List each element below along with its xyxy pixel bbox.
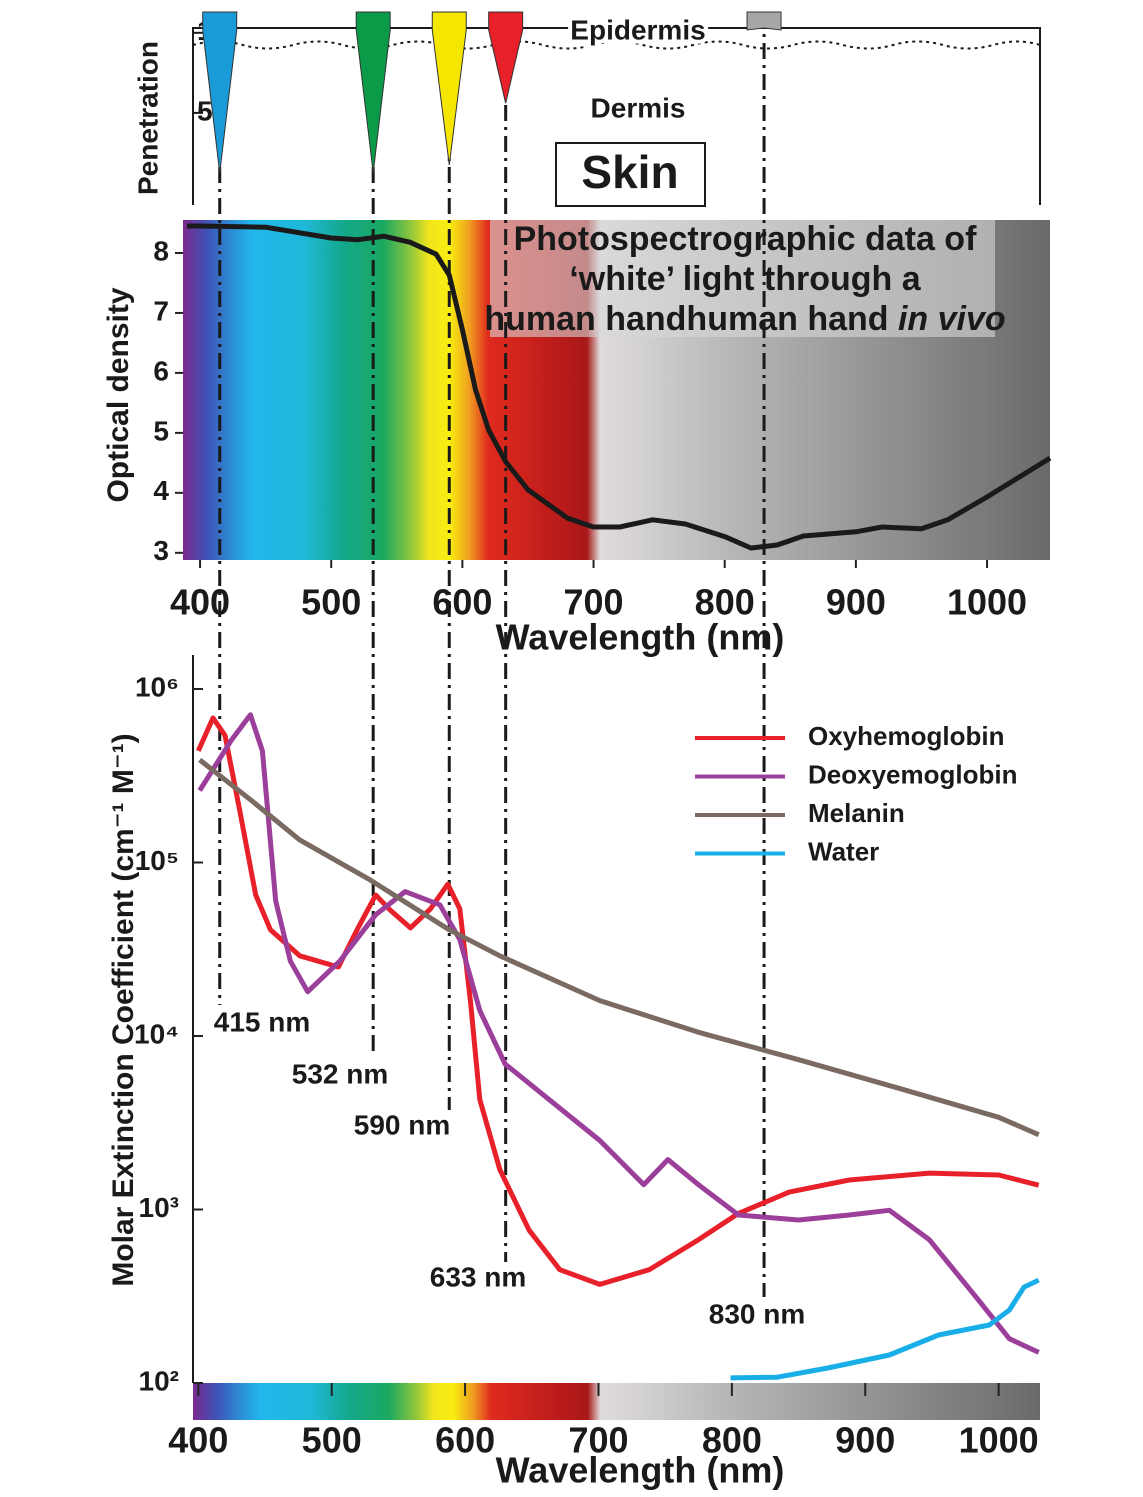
- penetration-marker: [488, 11, 524, 104]
- legend-label: Oxyhemoglobin: [808, 721, 1004, 751]
- annotation-emphasis: in vivo: [898, 300, 1006, 338]
- y-tick-label: 7: [153, 295, 169, 326]
- y-axis-label: Penetration: [132, 41, 163, 195]
- y-tick-label: 10⁵: [135, 845, 179, 876]
- x-tick-label: 500: [302, 1420, 362, 1461]
- legend-label: Water: [808, 836, 879, 866]
- y-axis-label: Optical density: [102, 287, 135, 502]
- x-tick-label: 1000: [959, 1420, 1039, 1461]
- y-axis-label: Molar Extinction Coefficient (cm⁻¹ M⁻¹): [107, 733, 140, 1286]
- x-tick-label: 500: [301, 582, 361, 623]
- y-tick-label: 10⁶: [135, 671, 179, 702]
- x-tick-label: 400: [170, 582, 230, 623]
- legend-label: Deoxyemoglobin: [808, 759, 1017, 789]
- penetration-marker: [431, 11, 467, 166]
- x-tick-label: 700: [564, 582, 624, 623]
- wavelength-label: 590 nm: [354, 1109, 451, 1140]
- y-tick-label: 10³: [139, 1192, 179, 1223]
- spectrum-strip: [193, 1383, 1040, 1420]
- series-line: [196, 715, 1040, 1287]
- x-tick-label: 400: [168, 1420, 228, 1461]
- x-tick-label: 900: [835, 1420, 895, 1461]
- penetration-marker: [746, 11, 782, 31]
- x-tick-label: 800: [695, 582, 755, 623]
- wavelength-label: 633 nm: [430, 1261, 527, 1292]
- layer-label: Epidermis: [570, 14, 705, 45]
- y-tick-label: 5: [153, 415, 169, 446]
- y-tick-label: 10⁴: [134, 1018, 179, 1049]
- series-line: [730, 1277, 1040, 1381]
- box-label: Skin: [581, 146, 678, 198]
- layer-label: Dermis: [591, 92, 686, 123]
- y-tick-label: 4: [153, 475, 169, 506]
- x-tick-label: 800: [702, 1420, 762, 1461]
- x-tick-label: 1000: [947, 582, 1027, 623]
- penetration-marker: [202, 11, 238, 174]
- annotation-text: human hand: [686, 300, 898, 338]
- annotation-line: human handhuman hand in vivo: [484, 300, 1005, 338]
- epidermis-boundary: [192, 40, 1041, 50]
- series-line: [198, 757, 1040, 1137]
- series-line: [197, 712, 1040, 1355]
- penetration-marker: [355, 11, 391, 174]
- x-tick-label: 600: [432, 582, 492, 623]
- wavelength-label: 415 nm: [214, 1006, 311, 1037]
- skin-box: [555, 142, 706, 207]
- x-axis-label: Wavelength (nm): [496, 1450, 785, 1491]
- annotation-line: ‘white’ light through a: [569, 260, 921, 298]
- y-tick-label: 3: [153, 535, 169, 566]
- y-tick-label: 10²: [139, 1365, 179, 1396]
- x-tick-label: 700: [568, 1420, 628, 1461]
- y-tick-label: 6: [153, 355, 169, 386]
- annotation-line: Photospectrographic data of: [514, 220, 977, 258]
- wavelength-label: 830 nm: [709, 1298, 806, 1329]
- x-axis-label: Wavelength (nm): [496, 617, 785, 658]
- x-tick-label: 900: [826, 582, 886, 623]
- series-line: [186, 223, 1052, 551]
- y-tick-label: 8: [153, 235, 169, 266]
- penetration-frame: [192, 27, 1041, 205]
- wavelength-label: 532 nm: [292, 1058, 389, 1089]
- annotation-box: [490, 220, 995, 337]
- x-tick-label: 600: [435, 1420, 495, 1461]
- y-tick-label: 5: [197, 95, 213, 126]
- legend-label: Melanin: [808, 798, 905, 828]
